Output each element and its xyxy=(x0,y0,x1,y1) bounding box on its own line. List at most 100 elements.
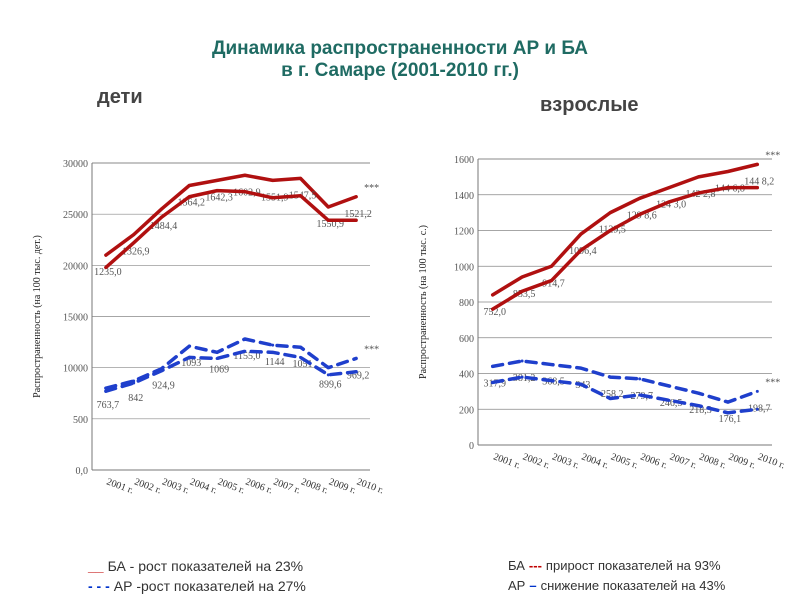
adults-data-point xyxy=(667,398,671,402)
adults-data-label: 176,1 xyxy=(719,414,742,425)
children-data-point xyxy=(132,233,136,237)
title-line-1: Динамика распространенности АР и БА xyxy=(211,38,589,59)
children-data-point xyxy=(187,195,191,199)
children-data-point xyxy=(354,195,358,199)
adults-data-point xyxy=(550,264,553,268)
children-x-tick-label: 2002 г. xyxy=(133,476,163,496)
adults-y-tick-label: 1600 xyxy=(454,155,474,166)
children-data-point xyxy=(104,265,108,269)
adults-x-tick-label: 2003 г. xyxy=(550,451,580,471)
legend-item-ba-children: __ БА - рост показателей на 23% xyxy=(88,556,306,576)
children-x-tick-label: 2001 г. xyxy=(105,476,135,496)
adults-data-label: 198,7 xyxy=(748,403,771,414)
adults-y-tick-label: 800 xyxy=(459,298,474,309)
children-y-tick-label: 10000 xyxy=(63,364,88,375)
children-data-label: 842 xyxy=(128,393,143,404)
children-data-point xyxy=(271,350,275,354)
adults-x-tick-label: 2010 г. xyxy=(756,451,786,471)
adults-data-point xyxy=(608,375,612,379)
legend-blue-marker: – xyxy=(529,578,537,593)
legend-item-ar-children: - - - АР -рост показателей на 27% xyxy=(88,576,306,596)
children-y-tick-label: 20000 xyxy=(63,261,88,272)
adults-data-point xyxy=(579,366,583,370)
adults-significance-mark: *** xyxy=(765,150,780,161)
children-data-label: 1093 xyxy=(181,358,201,369)
children-data-label: 1521,2 xyxy=(344,209,372,220)
adults-data-point xyxy=(608,211,612,215)
children-data-label: 1564,2 xyxy=(178,198,206,209)
adults-data-label: 853,5 xyxy=(513,289,536,300)
children-y-tick-label: 0,0 xyxy=(76,466,89,477)
children-x-tick-label: 2008 г. xyxy=(299,476,329,496)
adults-data-point xyxy=(491,364,495,368)
children-data-label: 924,9 xyxy=(152,381,175,392)
adults-data-point xyxy=(755,162,759,166)
children-x-tick-label: 2010 г. xyxy=(355,476,385,496)
children-data-label: 1235,0 xyxy=(94,267,122,278)
adults-x-tick-label: 2001 г. xyxy=(492,451,522,471)
adults-data-point xyxy=(667,384,671,388)
title-line-2: в г. Самаре (2001-2010 гг.) xyxy=(281,60,519,81)
children-data-point xyxy=(215,356,219,360)
adults-y-tick-label: 1000 xyxy=(454,262,474,273)
children-data-point xyxy=(104,253,108,257)
adults-data-point xyxy=(491,380,495,384)
adults-data-point xyxy=(638,377,642,381)
children-data-label: 1144 xyxy=(265,357,285,368)
children-data-point xyxy=(326,218,330,222)
adults-data-label: 129 8,6 xyxy=(627,210,657,221)
adults-data-label: 144 8,2 xyxy=(744,176,774,187)
children-data-point xyxy=(187,184,191,188)
adults-data-label: 752,0 xyxy=(483,307,506,318)
children-x-tick-label: 2005 г. xyxy=(216,476,246,496)
children-data-label: 763,7 xyxy=(97,400,120,411)
children-data-point xyxy=(104,386,108,390)
adults-data-label: 1096,4 xyxy=(569,246,597,257)
children-data-point xyxy=(354,356,358,360)
top-bar xyxy=(0,0,800,10)
adults-data-label: 124 3,0 xyxy=(656,200,686,211)
legend-solid-marker: __ xyxy=(88,558,104,574)
children-data-point xyxy=(326,205,330,209)
children-x-tick-label: 2004 г. xyxy=(188,476,218,496)
children-data-label: 1642,3 xyxy=(205,192,233,203)
adults-data-point xyxy=(579,382,583,386)
children-data-point xyxy=(132,381,136,385)
adults-y-tick-label: 400 xyxy=(459,370,474,381)
children-x-tick-label: 2003 г. xyxy=(160,476,190,496)
children-y-tick-label: 15000 xyxy=(63,313,88,324)
children-data-point xyxy=(215,178,219,182)
children-data-point xyxy=(299,194,302,198)
children-data-point xyxy=(104,389,108,393)
adults-data-point xyxy=(491,307,495,311)
adults-chart: 0 200 400 600 800 1000 1200 1400 1600 2001 г. 2002… xyxy=(418,150,786,471)
adults-data-point xyxy=(638,212,642,216)
children-data-point xyxy=(243,349,247,353)
children-data-point xyxy=(215,350,219,354)
children-x-tick-label: 2009 г. xyxy=(327,476,357,496)
children-data-label: 1069 xyxy=(209,364,229,375)
adults-data-point xyxy=(579,248,583,252)
children-y-tick-label: 25000 xyxy=(63,210,88,221)
legend-dashed-marker: - - - xyxy=(88,578,110,594)
adults-data-label: 246,5 xyxy=(660,398,683,409)
adults-x-tick-label: 2004 г. xyxy=(580,451,610,471)
legend-item-ar-adults: АР – снижение показателей на 43% xyxy=(508,576,725,596)
adults-y-tick-label: 200 xyxy=(459,405,474,416)
children-data-point xyxy=(215,189,219,193)
children-data-label: 899,6 xyxy=(319,380,342,391)
adults-data-point xyxy=(638,196,642,200)
children-series-line-ba-0 xyxy=(104,173,358,257)
adults-data-point xyxy=(550,379,553,383)
adults-x-tick-label: 2007 г. xyxy=(668,451,698,471)
adults-y-tick-label: 1400 xyxy=(454,191,474,202)
children-data-label: 1550,9 xyxy=(317,219,345,230)
legend-prefix: АР xyxy=(508,578,526,593)
children-data-label: 969,2 xyxy=(347,370,370,381)
children-data-point xyxy=(299,176,302,180)
adults-data-point xyxy=(697,391,700,395)
chart-title: Динамика распространенности АР и БА в г.… xyxy=(130,38,670,82)
children-y-axis-title: Распространенность (на 100 тыс. дет.) xyxy=(32,235,43,398)
adults-data-point xyxy=(667,186,671,190)
